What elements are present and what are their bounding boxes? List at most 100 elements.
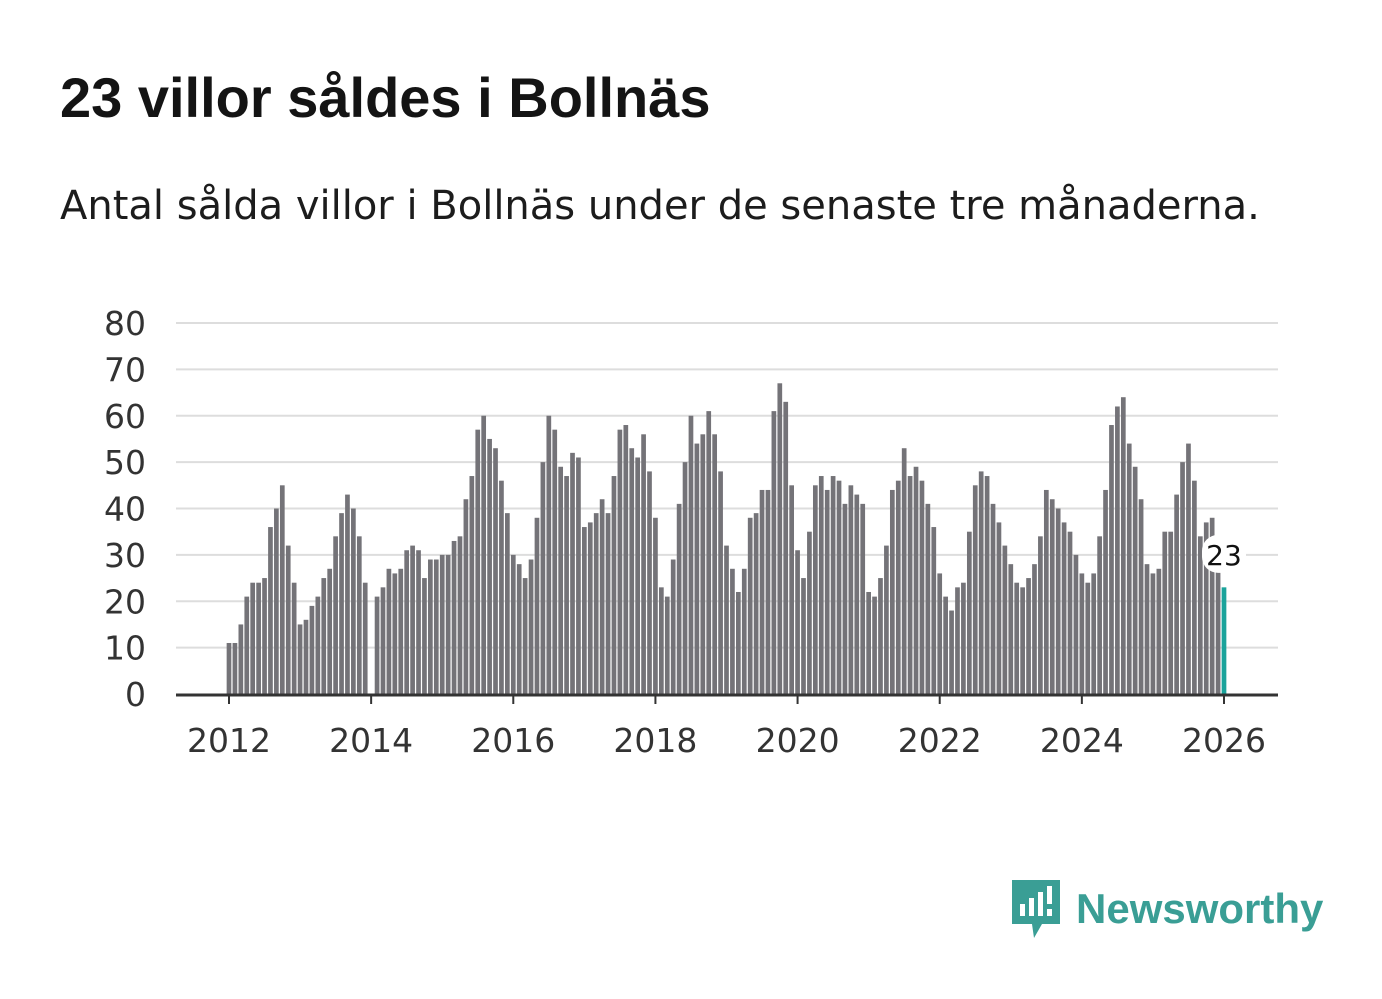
bars	[226, 383, 1227, 694]
bar	[439, 554, 445, 694]
bar	[356, 536, 362, 694]
bar	[712, 434, 718, 694]
bar	[297, 624, 303, 694]
bar	[676, 503, 682, 694]
bar	[244, 596, 250, 694]
bar	[1186, 443, 1191, 694]
bar	[1043, 489, 1049, 694]
bar	[540, 462, 546, 694]
bar	[1174, 494, 1179, 694]
bar	[422, 578, 427, 694]
bar	[386, 568, 392, 694]
bar	[807, 531, 812, 694]
bar	[528, 559, 534, 694]
bar	[256, 582, 261, 694]
bar	[1097, 536, 1102, 694]
bar	[546, 415, 552, 694]
y-tick-label: 40	[104, 490, 146, 529]
x-tick-label: 2012	[187, 721, 271, 760]
x-tick-label: 2016	[471, 721, 555, 760]
bar	[955, 587, 960, 694]
bar	[860, 503, 866, 694]
bar	[854, 494, 860, 694]
y-tick-label: 60	[104, 397, 146, 436]
bar	[653, 517, 658, 694]
bar	[516, 564, 522, 694]
x-tick-label: 2024	[1040, 721, 1124, 760]
bar	[1026, 578, 1031, 694]
bar	[398, 568, 404, 694]
bar	[285, 545, 291, 694]
bar	[629, 448, 635, 694]
bar	[984, 476, 990, 694]
x-tick-label: 2018	[613, 721, 697, 760]
x-axis-ticks: 2012 2014 2016 2018 2020 2022 2024 2026	[187, 696, 1266, 760]
y-tick-label: 50	[104, 443, 146, 482]
bar	[943, 596, 948, 694]
bar	[1014, 582, 1020, 694]
bar	[1073, 554, 1079, 694]
bar	[747, 517, 753, 694]
brand-logo: Newsworthy	[1010, 878, 1323, 940]
bar	[670, 559, 676, 694]
bar	[445, 554, 451, 694]
bar	[238, 624, 244, 694]
bar	[345, 494, 350, 694]
bar	[765, 489, 771, 694]
y-tick-label: 70	[104, 350, 146, 389]
y-tick-label: 80	[104, 304, 146, 343]
bar	[700, 434, 706, 694]
bar	[1103, 489, 1108, 694]
bar	[718, 471, 723, 694]
bar	[783, 401, 789, 694]
bar	[961, 582, 966, 694]
bar	[1126, 443, 1132, 694]
bar	[463, 499, 469, 694]
bar	[759, 489, 765, 694]
bar	[404, 550, 410, 694]
bar	[534, 517, 540, 694]
bar	[1115, 406, 1120, 694]
bar	[1150, 573, 1156, 694]
bar	[1168, 531, 1174, 694]
bar	[303, 619, 309, 694]
bar	[1132, 466, 1138, 694]
bar	[730, 568, 735, 694]
bar	[232, 642, 238, 694]
bar	[510, 554, 516, 694]
y-tick-label: 30	[104, 536, 146, 575]
bar	[1055, 508, 1061, 694]
bar	[990, 503, 996, 694]
bar	[878, 578, 883, 694]
last-value-badge-bg	[1202, 534, 1246, 573]
bar	[812, 485, 818, 694]
bar	[250, 582, 256, 694]
bar	[682, 462, 688, 694]
bar	[1085, 582, 1091, 694]
bar	[380, 587, 386, 694]
bar	[605, 513, 611, 694]
bar	[895, 480, 901, 694]
bar	[522, 578, 528, 694]
bar	[576, 457, 581, 694]
bar	[664, 596, 670, 694]
bar	[789, 485, 794, 694]
bar	[333, 536, 338, 694]
bar	[795, 550, 800, 694]
bar	[830, 476, 836, 694]
bar	[262, 578, 267, 694]
bar	[374, 596, 380, 694]
bar	[410, 545, 415, 694]
bar	[925, 503, 931, 694]
newsworthy-logo-icon	[1012, 880, 1060, 938]
bar	[428, 559, 433, 694]
chart-subtitle: Antal sålda villor i Bollnäs under de se…	[60, 183, 1260, 229]
bar	[978, 471, 984, 694]
bar	[884, 545, 889, 694]
bar	[741, 568, 747, 694]
bar	[351, 508, 356, 694]
bar	[842, 503, 848, 694]
bar	[641, 434, 646, 694]
bar	[889, 489, 895, 694]
